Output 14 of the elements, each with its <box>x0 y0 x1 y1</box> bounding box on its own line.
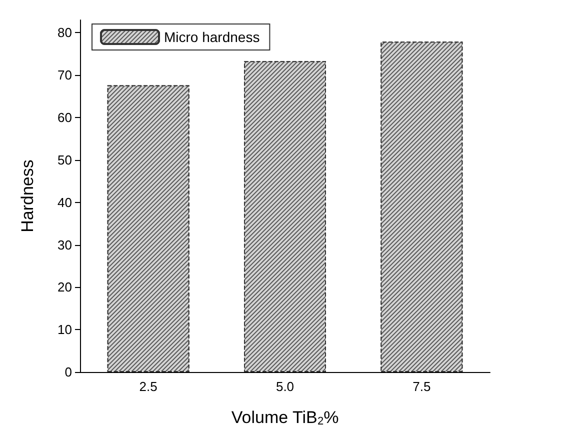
y-axis-title: Hardness <box>18 160 37 232</box>
y-tick-label: 30 <box>58 237 72 252</box>
y-tick-label: 80 <box>58 25 72 40</box>
y-tick-label: 70 <box>58 68 72 83</box>
x-tick-label: 2.5 <box>139 379 158 394</box>
legend-label: Micro hardness <box>164 29 260 45</box>
x-tick-label: 5.0 <box>276 379 294 394</box>
y-tick-label: 0 <box>64 364 72 380</box>
y-tick-label: 50 <box>58 152 72 168</box>
y-tick-label: 40 <box>58 194 72 210</box>
y-tick-label: 20 <box>58 280 72 295</box>
y-tick-label: 60 <box>58 110 72 126</box>
y-tick-label: 10 <box>58 322 72 338</box>
x-tick-label: 7.5 <box>412 379 431 394</box>
